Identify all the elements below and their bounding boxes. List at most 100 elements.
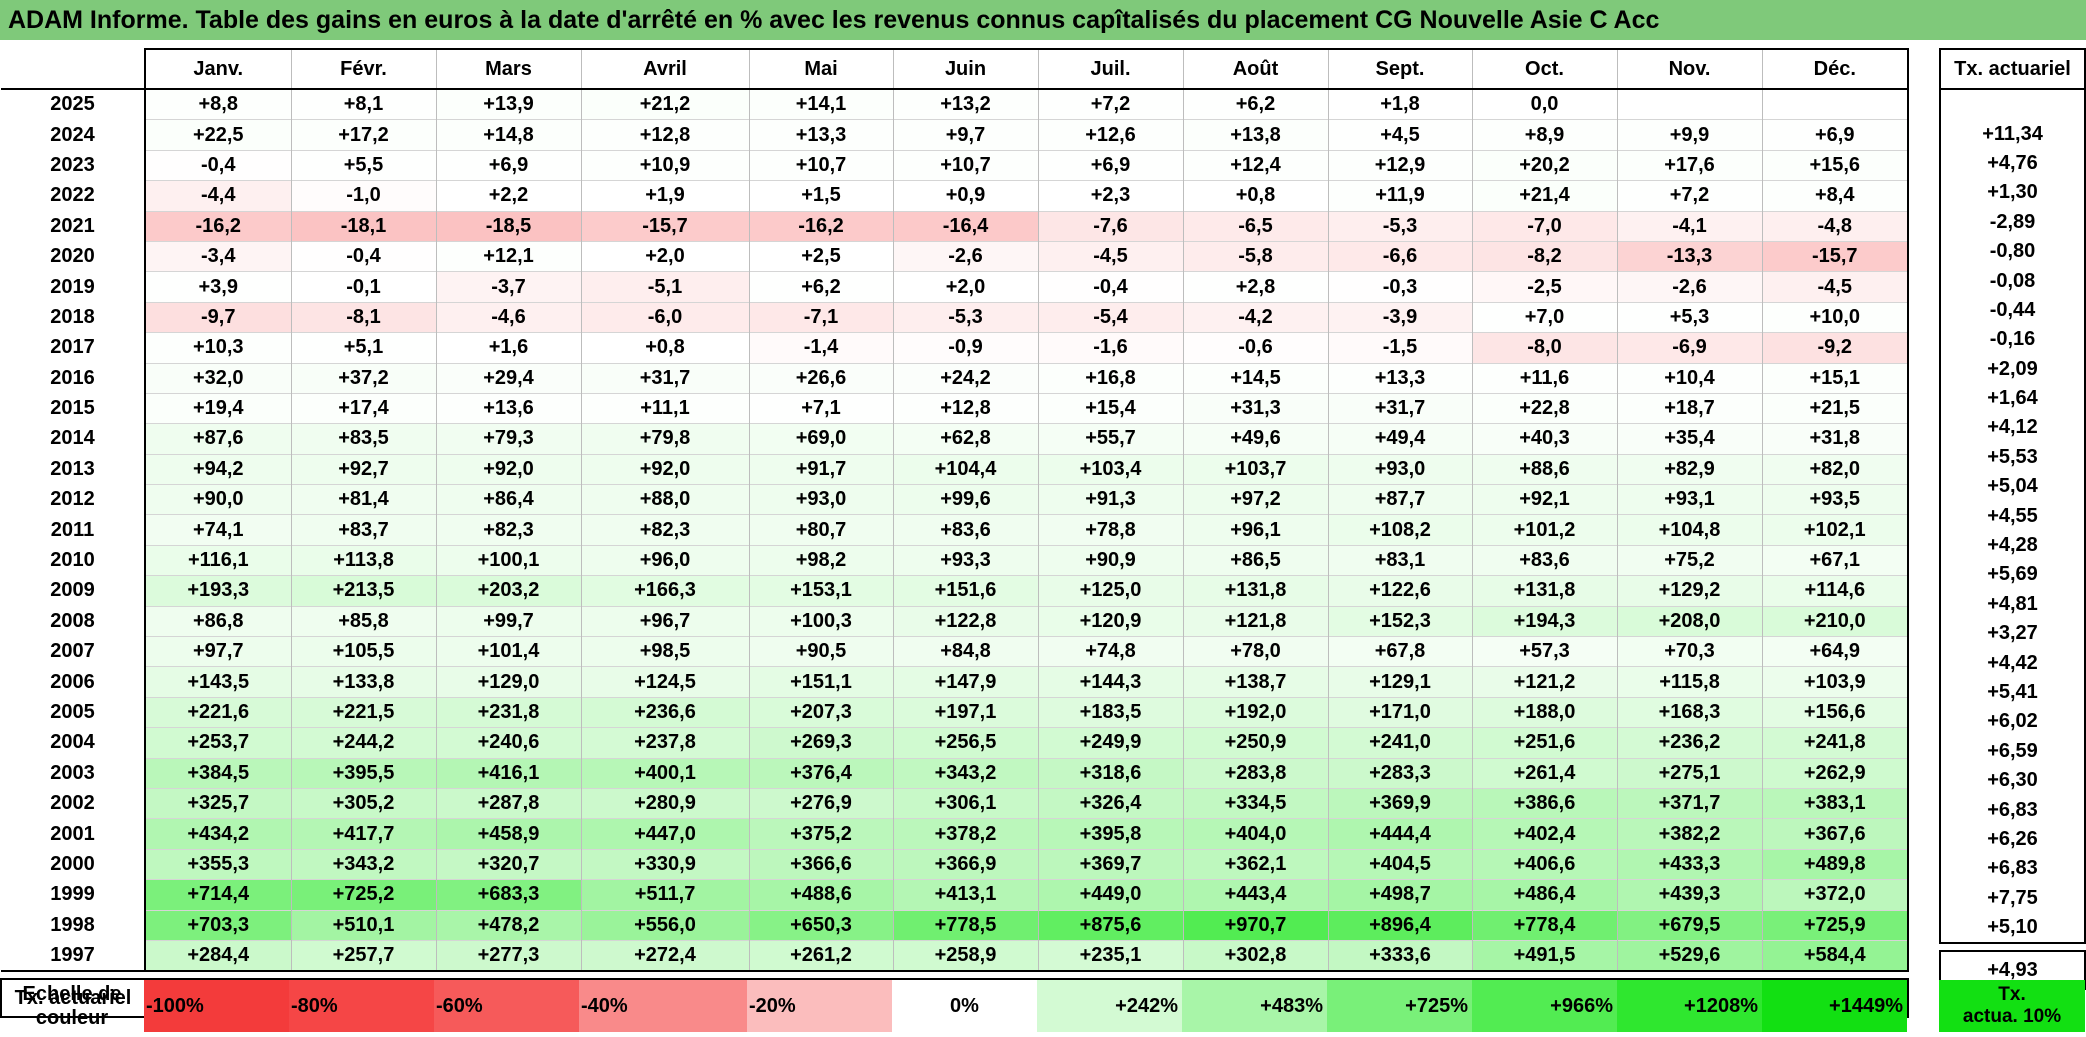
table-row: 2005 +221,6 +221,5 +231,8 +236,6 +207,3 +197,1… xyxy=(1,696,1909,728)
gain-cell: +269,3 xyxy=(748,727,893,759)
gain-cell: +511,7 xyxy=(580,879,749,911)
gain-cell: +725,2 xyxy=(290,879,436,911)
gain-cell: +116,1 xyxy=(144,544,291,576)
gain-cell: +90,9 xyxy=(1037,544,1183,576)
gain-cell: -6,6 xyxy=(1327,240,1472,272)
gain-cell: -9,7 xyxy=(144,301,291,333)
gain-cell: +9,7 xyxy=(892,119,1038,151)
gain-cell: +433,3 xyxy=(1616,848,1762,880)
gain-cell: +778,4 xyxy=(1471,909,1617,941)
gain-cell: +70,3 xyxy=(1616,636,1762,667)
tx-row: +4,12 xyxy=(1939,413,2086,443)
gain-cell: +152,3 xyxy=(1327,605,1472,637)
gain-cell: +21,4 xyxy=(1471,180,1617,212)
gains-table: Janv. Févr. Mars Avril Mai Juin Juil. Août Sept.… xyxy=(0,48,1909,1019)
gain-cell: -0,1 xyxy=(290,271,436,303)
gain-cell: -0,4 xyxy=(144,149,291,181)
month-header: Avril xyxy=(580,48,749,90)
gain-cell: +13,2 xyxy=(892,88,1038,120)
gain-cell: -0,9 xyxy=(892,332,1038,364)
gain-cell: +13,8 xyxy=(1182,119,1328,151)
gain-cell: +37,2 xyxy=(290,362,436,394)
gain-cell: +8,9 xyxy=(1471,119,1617,151)
gain-cell: +15,4 xyxy=(1037,392,1183,424)
gain-cell: +31,7 xyxy=(580,362,749,394)
year-label: 2003 xyxy=(50,761,95,784)
gain-cell: +104,8 xyxy=(1616,514,1762,546)
gain-cell: +7,0 xyxy=(1471,301,1617,333)
gain-cell: +330,9 xyxy=(580,848,749,880)
gain-cell: +417,7 xyxy=(290,818,436,850)
gain-cell: +49,4 xyxy=(1327,423,1472,455)
table-row: 2011 +74,1 +83,7 +82,3 +82,3 +80,7 +83,6 +78,8 +… xyxy=(1,514,1909,546)
tx-cell: +4,76 xyxy=(1939,148,2086,179)
gain-cell: +151,1 xyxy=(748,666,893,698)
gain-cell: +240,6 xyxy=(435,727,581,759)
tx-row: -0,16 xyxy=(1939,325,2086,355)
year-label: 2023 xyxy=(50,153,95,176)
gain-cell: +156,6 xyxy=(1761,696,1909,728)
gain-cell: +213,5 xyxy=(290,575,436,607)
gain-cell: +81,4 xyxy=(290,484,436,515)
gain-cell: +92,7 xyxy=(290,453,436,485)
report-title: ADAM Informe. Table des gains en euros à… xyxy=(0,0,2086,40)
color-scale-swatch: +1449% xyxy=(1762,980,1907,1032)
tx-color-label-line2: actua. 10% xyxy=(1962,1006,2062,1027)
gain-cell: +679,5 xyxy=(1616,909,1762,941)
gain-cell: +115,8 xyxy=(1616,666,1762,698)
gain-cell: +12,4 xyxy=(1182,149,1328,181)
gain-cell: +2,0 xyxy=(580,240,749,272)
year-label: 2009 xyxy=(50,579,95,602)
year-label: 2017 xyxy=(50,336,95,359)
year-label: 2018 xyxy=(50,305,95,328)
gain-cell: +21,5 xyxy=(1761,392,1909,424)
gain-cell: +7,2 xyxy=(1037,88,1183,120)
gain-cell: +244,2 xyxy=(290,727,436,759)
gain-cell: +2,8 xyxy=(1182,271,1328,303)
table-row: 2025 +8,8 +8,1 +13,9 +21,2 +14,1 +13,2 +7,2 +6,2… xyxy=(1,88,1909,121)
month-header: Juil. xyxy=(1037,48,1183,90)
gain-cell: +31,3 xyxy=(1182,392,1328,424)
gain-cell: +11,6 xyxy=(1471,362,1617,394)
table-row: 2021 -16,2 -18,1 -18,5 -15,7 -16,2 -16,4 -7,6 -6… xyxy=(1,210,1909,242)
tx-cell: +4,12 xyxy=(1939,413,2086,443)
gain-cell: +79,3 xyxy=(435,423,581,455)
gain-cell: +86,5 xyxy=(1182,544,1328,576)
gain-cell: +404,5 xyxy=(1327,848,1472,880)
gain-cell: +376,4 xyxy=(748,757,893,789)
gain-cell: +78,8 xyxy=(1037,514,1183,546)
gain-cell: +434,2 xyxy=(144,818,291,850)
month-header: Nov. xyxy=(1616,48,1762,90)
gain-cell: +103,9 xyxy=(1761,666,1909,698)
gain-cell: +257,7 xyxy=(290,939,436,973)
spacer-cell xyxy=(581,971,749,979)
gain-cell: -0,6 xyxy=(1182,332,1328,364)
year-label: 2015 xyxy=(50,397,95,420)
gain-cell: +67,1 xyxy=(1761,544,1909,576)
gain-cell xyxy=(1761,88,1909,120)
gain-cell: -15,7 xyxy=(1761,240,1909,272)
gain-cell: +96,0 xyxy=(580,544,749,576)
gain-cell: +7,2 xyxy=(1616,180,1762,212)
tx-cell: +1,30 xyxy=(1939,178,2086,208)
gain-cell: +447,0 xyxy=(580,818,749,850)
gain-cell: +275,1 xyxy=(1616,757,1762,789)
gain-cell: +93,0 xyxy=(1327,453,1472,485)
tx-cell: -0,44 xyxy=(1939,295,2086,326)
gain-cell: +458,9 xyxy=(435,818,581,850)
tx-cell: -0,08 xyxy=(1939,266,2086,296)
gain-cell: +318,6 xyxy=(1037,757,1183,789)
gain-cell: +14,8 xyxy=(435,119,581,151)
gain-cell: +138,7 xyxy=(1182,666,1328,698)
gain-cell: +93,3 xyxy=(892,544,1038,576)
tx-cell: +5,69 xyxy=(1939,560,2086,590)
gain-cell: +305,2 xyxy=(290,787,436,819)
gain-cell: -5,4 xyxy=(1037,301,1183,333)
year-label: 2000 xyxy=(50,852,95,875)
gain-cell: +82,3 xyxy=(580,514,749,546)
gain-cell: +12,9 xyxy=(1327,149,1472,181)
gain-cell: -5,3 xyxy=(1327,210,1472,242)
gain-cell: +251,6 xyxy=(1471,727,1617,759)
gain-cell: +449,0 xyxy=(1037,879,1183,911)
gain-cell: +93,5 xyxy=(1761,484,1909,515)
